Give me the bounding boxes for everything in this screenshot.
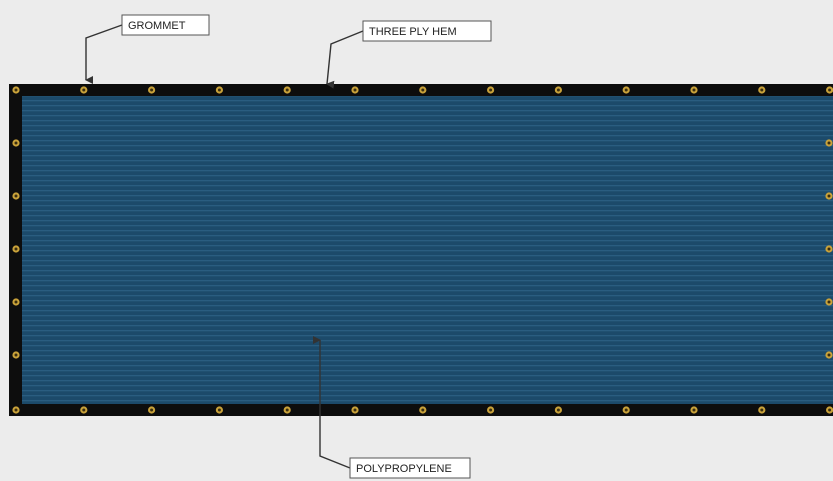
grommet-hole (489, 408, 493, 412)
grommet-hole (827, 300, 831, 304)
grommet-hole (82, 408, 86, 412)
hem-label-box (362, 20, 492, 42)
hem-label: THREE PLY HEM (369, 26, 457, 38)
grommet-hole (14, 353, 18, 357)
grommet-hole (828, 408, 832, 412)
grommet-hole (150, 88, 154, 92)
grommet-hole (285, 408, 289, 412)
grommet-hole (14, 88, 18, 92)
grommet-hole (556, 408, 560, 412)
grommet-hole (421, 88, 425, 92)
material-label-box (349, 457, 471, 479)
hem-callout: THREE PLY HEM (326, 20, 492, 89)
material-arrow-icon (313, 336, 351, 469)
grommet-hole (760, 88, 764, 92)
grommet-hole (14, 247, 18, 251)
material-callout: POLYPROPYLENE (313, 336, 471, 479)
grommet-hole (692, 88, 696, 92)
grommet-hole (624, 408, 628, 412)
grommets (12, 86, 833, 414)
grommet-hole (14, 141, 18, 145)
grommet-hole (353, 88, 357, 92)
grommet-hole (827, 141, 831, 145)
grommet-arrow-icon (85, 24, 123, 84)
grommet-callout: GROMMET (85, 14, 210, 84)
grommet-label: GROMMET (128, 20, 186, 32)
grommet-hole (827, 194, 831, 198)
grommet-hole (692, 408, 696, 412)
grommet-hole (556, 88, 560, 92)
grommet-hole (82, 88, 86, 92)
hem-arrow-icon (326, 30, 364, 89)
grommet-hole (217, 88, 221, 92)
grommet-hole (827, 247, 831, 251)
grommet-label-box (121, 14, 210, 36)
grommet-hole (353, 408, 357, 412)
grommet-hole (150, 408, 154, 412)
grommet-hole (14, 408, 18, 412)
grommet-hole (624, 88, 628, 92)
polypropylene-mesh (22, 96, 833, 404)
grommet-hole (14, 300, 18, 304)
material-label: POLYPROPYLENE (356, 463, 452, 475)
grommet-hole (760, 408, 764, 412)
grommet-hole (285, 88, 289, 92)
grommet-hole (828, 88, 832, 92)
grommet-hole (217, 408, 221, 412)
grommet-hole (421, 408, 425, 412)
grommet-hole (489, 88, 493, 92)
grommet-hole (14, 194, 18, 198)
grommet-hole (827, 353, 831, 357)
